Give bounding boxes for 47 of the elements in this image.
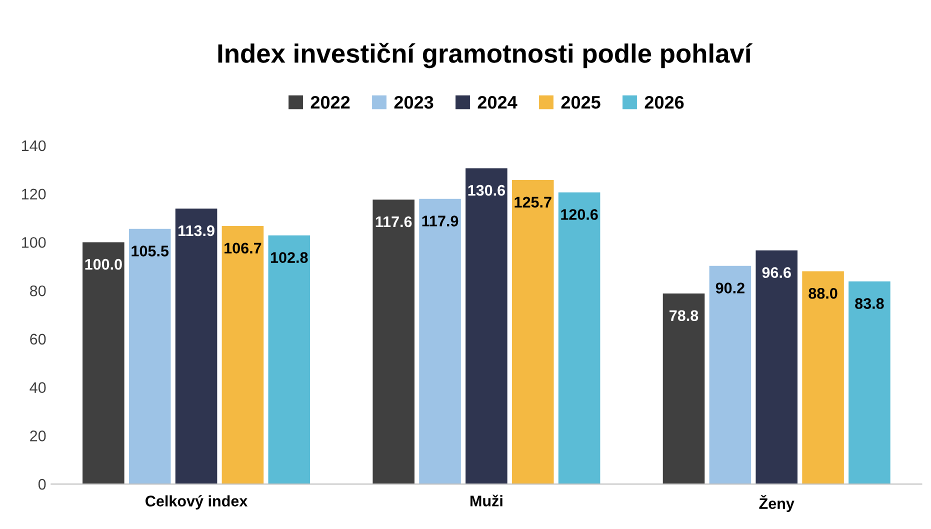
data-label: 100.0 xyxy=(85,258,122,270)
y-tick-label: 60 xyxy=(30,334,46,345)
bar xyxy=(372,200,414,484)
y-tick-label: 100 xyxy=(22,237,46,248)
data-label: 106.7 xyxy=(224,242,262,254)
chart-title: Index investiční gramotnosti podle pohlaví xyxy=(218,42,752,68)
y-tick-label: 20 xyxy=(30,430,46,442)
data-label: 88.0 xyxy=(808,288,838,299)
data-label: 105.5 xyxy=(132,246,169,256)
bar xyxy=(268,235,310,484)
bar xyxy=(512,180,554,484)
bar xyxy=(222,226,264,484)
bar xyxy=(558,192,600,484)
bar xyxy=(419,198,461,484)
data-label: 96.6 xyxy=(762,267,791,278)
y-tick-label: 0 xyxy=(38,478,46,490)
x-tick-label: Muži xyxy=(470,494,502,506)
x-tick-label: Celkový index xyxy=(146,495,248,510)
x-tick-label: Ženy xyxy=(759,495,794,512)
data-label: 130.6 xyxy=(468,184,506,196)
bar xyxy=(82,242,124,484)
data-label: 117.6 xyxy=(376,216,412,228)
legend-label: 2024 xyxy=(478,96,518,109)
y-tick-label: 140 xyxy=(22,140,46,152)
bar xyxy=(662,293,705,484)
data-label: 125.7 xyxy=(514,196,552,208)
data-label: 120.6 xyxy=(561,209,598,220)
data-label: 113.9 xyxy=(178,225,214,236)
y-tick-label: 40 xyxy=(30,382,46,393)
data-label: 78.8 xyxy=(670,310,698,322)
bar xyxy=(466,168,508,484)
bar xyxy=(802,271,844,484)
legend-label: 2025 xyxy=(561,96,600,109)
bar xyxy=(756,250,798,484)
data-label: 90.2 xyxy=(716,282,744,294)
data-label: 102.8 xyxy=(270,252,308,263)
bar xyxy=(175,208,218,484)
bar xyxy=(709,266,752,484)
data-label: 117.9 xyxy=(422,216,458,226)
legend-label: 2023 xyxy=(394,96,434,109)
legend-label: 2022 xyxy=(310,96,350,109)
bar xyxy=(128,228,171,484)
legend-label: 2026 xyxy=(644,96,684,109)
y-tick-label: 80 xyxy=(30,285,46,296)
data-label: 83.8 xyxy=(855,298,884,309)
bar xyxy=(848,281,890,484)
y-tick-label: 120 xyxy=(22,188,46,200)
